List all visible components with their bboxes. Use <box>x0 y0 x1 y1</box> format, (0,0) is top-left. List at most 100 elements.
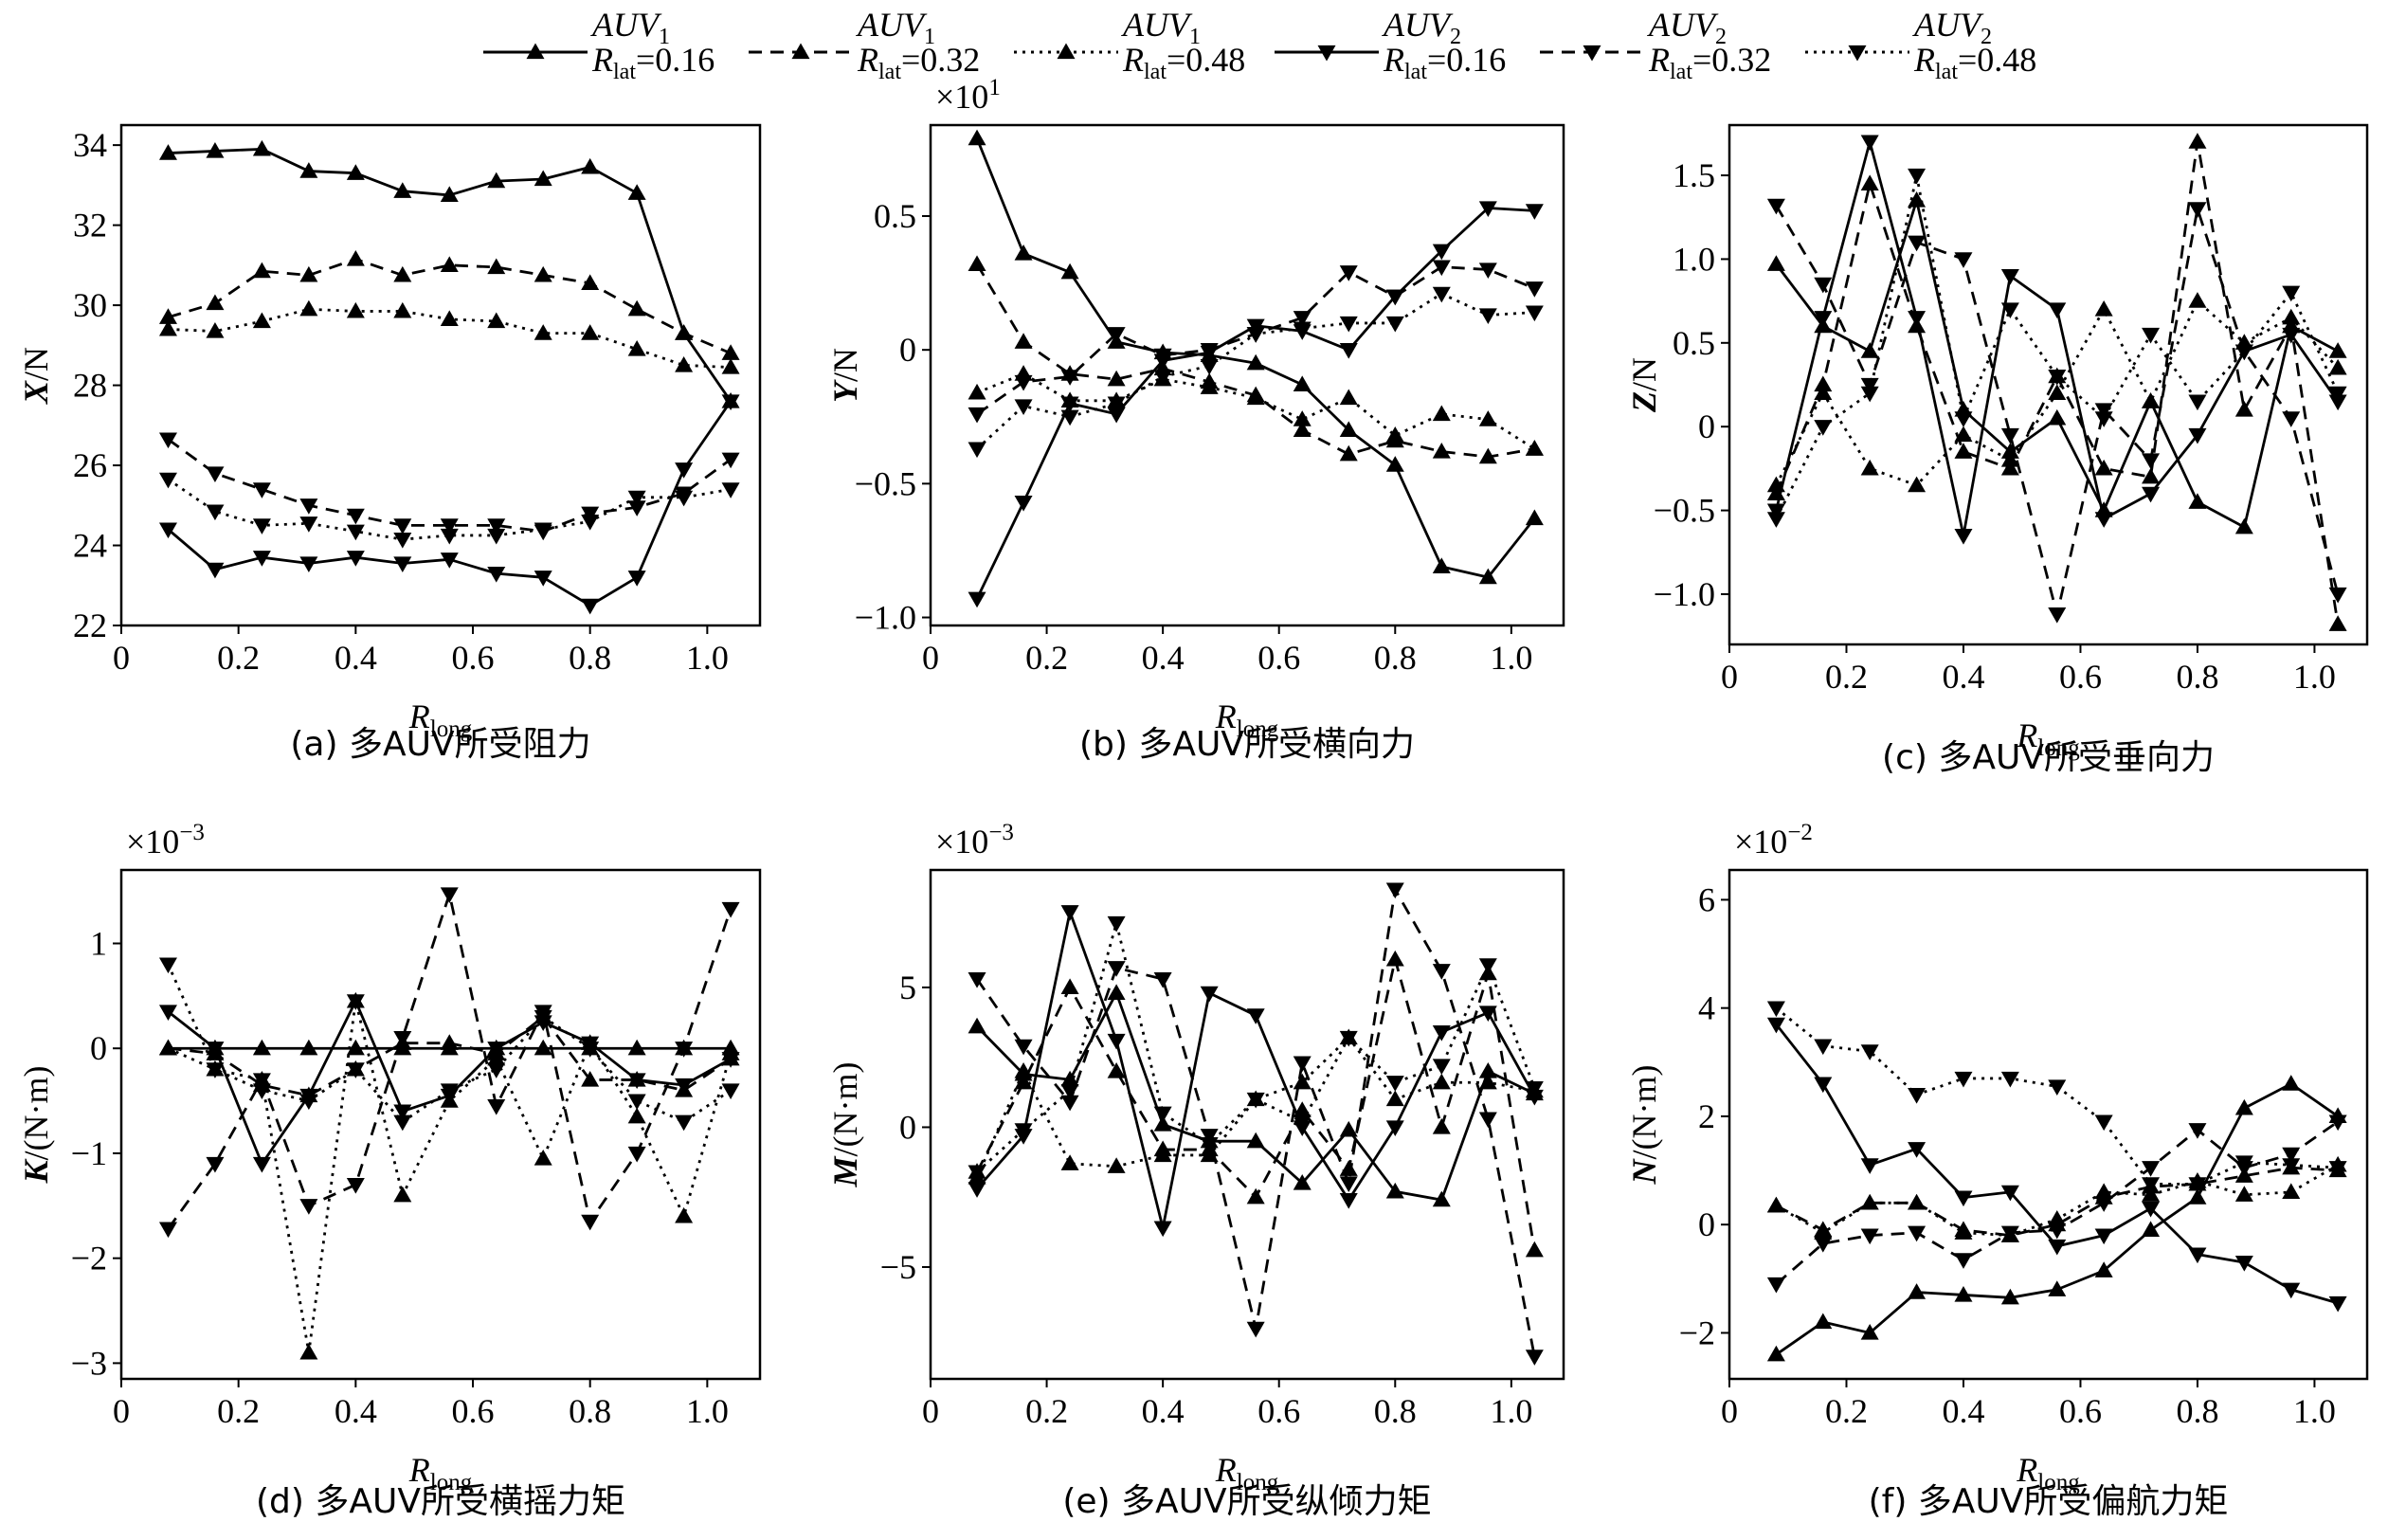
legend-rlat-label: Rlat=0.32 <box>857 41 980 84</box>
data-point-a1_48 <box>721 358 740 374</box>
series-line-a1_48 <box>976 372 1536 450</box>
data-point-a1_48 <box>2048 1209 2067 1226</box>
x-axis-symbol: R <box>1215 1451 1237 1489</box>
data-point-a2_48 <box>1860 1044 1879 1060</box>
data-point-a2_32 <box>1339 1176 1358 1192</box>
y-tick-label: 0 <box>899 1108 916 1146</box>
y-tick-label: 34 <box>73 126 107 164</box>
chart-panels: 0 0.2 0.4 0.6 0.8 1.022242628303234X/NRlong(a… <box>17 75 2369 1521</box>
data-point-a2_32 <box>1478 1112 1497 1129</box>
y-axis-symbol: M <box>826 1154 864 1187</box>
axis-exponent: ×10−2 <box>1734 820 1813 861</box>
data-point-a1_16 <box>1385 1182 1404 1199</box>
legend-auv-sub: 1 <box>1189 25 1201 49</box>
data-point-a2_32 <box>393 1031 412 1047</box>
y-axis-label: Y/N <box>826 348 864 403</box>
legend-auv-sub: 2 <box>1715 25 1727 49</box>
data-point-a1_32 <box>1014 333 1033 349</box>
y-axis-label: K/(N·m) <box>17 1066 55 1185</box>
y-tick-label: 1 <box>90 925 107 963</box>
x-axis-label: Rlong <box>2016 1451 2080 1495</box>
data-point-a2_16 <box>1107 1033 1126 1050</box>
x-axis-sub: long <box>2037 735 2080 761</box>
legend-auv-label: AUV1 <box>856 6 935 49</box>
data-point-a2_48 <box>2188 1177 2207 1193</box>
data-point-a1_16 <box>1246 353 1265 371</box>
legend-auv-sub: 2 <box>1450 25 1461 49</box>
data-point-a1_16 <box>487 172 506 189</box>
data-point-a1_48 <box>1860 1193 1879 1210</box>
data-point-a2_48 <box>721 1083 740 1100</box>
legend-auv-label: AUV1 <box>1121 6 1201 49</box>
data-point-a1_32 <box>581 1070 600 1087</box>
data-point-a1_48 <box>1293 410 1312 426</box>
data-point-a1_32 <box>487 258 506 275</box>
series-a1_16 <box>158 139 740 408</box>
legend-rlat: R <box>1122 41 1144 79</box>
data-point-a1_48 <box>393 301 412 318</box>
series-a2_16 <box>1766 1017 2347 1313</box>
legend-rlat: R <box>1648 41 1670 79</box>
data-point-a2_32 <box>440 887 459 903</box>
axis-exponent: ×10−3 <box>126 820 205 861</box>
data-point-a2_48 <box>1525 305 1544 322</box>
data-point-a2_48 <box>1293 1114 1312 1132</box>
data-point-a1_16 <box>346 164 365 180</box>
data-point-a2_16 <box>1478 201 1497 218</box>
data-point-a2_48 <box>2188 394 2207 411</box>
data-point-a2_16 <box>2000 1185 2019 1202</box>
data-point-a2_48 <box>1153 370 1172 386</box>
data-point-a2_48 <box>1766 512 1785 528</box>
data-point-a2_16 <box>2282 327 2301 344</box>
data-point-a1_16 <box>534 1039 552 1056</box>
legend-auv: AUV <box>590 6 662 44</box>
x-axis-label: Rlong <box>408 698 473 742</box>
data-point-a2_16 <box>675 462 694 479</box>
data-point-a2_48 <box>1766 1001 1785 1018</box>
data-point-a1_48 <box>1908 1193 1927 1210</box>
data-point-a2_48 <box>1385 1076 1404 1092</box>
data-point-a2_32 <box>1766 1277 1785 1294</box>
y-tick-label: −0.5 <box>1654 492 1715 530</box>
data-point-a1_48 <box>252 312 271 329</box>
data-point-a2_48 <box>2328 386 2347 403</box>
data-point-a2_32 <box>2188 202 2207 218</box>
data-point-a2_48 <box>158 472 177 489</box>
panel-caption: (e) 多AUV所受纵倾力矩 <box>1062 1482 1431 1521</box>
series-a1_32 <box>158 250 740 360</box>
data-point-a1_32 <box>2188 133 2207 149</box>
y-tick-label: 0 <box>1698 408 1715 445</box>
panel-caption: (b) 多AUV所受横向力 <box>1079 725 1415 764</box>
data-point-a2_32 <box>1293 311 1312 327</box>
data-point-a1_16 <box>968 129 986 146</box>
series-a2_32 <box>158 432 740 541</box>
data-point-a2_32 <box>627 500 646 516</box>
data-point-a2_32 <box>393 518 412 534</box>
data-point-a1_16 <box>1339 1120 1358 1137</box>
data-point-a2_48 <box>2234 344 2253 361</box>
data-point-a1_48 <box>1478 1073 1497 1090</box>
x-tick-label: 0.2 <box>217 1392 260 1430</box>
data-point-a2_32 <box>968 971 986 988</box>
data-point-a2_48 <box>1153 1106 1172 1123</box>
x-tick-label: 0.2 <box>1825 1392 1868 1430</box>
data-point-a1_16 <box>1432 1190 1451 1207</box>
data-point-a2_32 <box>1525 281 1544 298</box>
x-axis-symbol: R <box>2016 1451 2037 1489</box>
x-tick-label: 0.8 <box>1374 639 1417 677</box>
x-tick-label: 0.2 <box>1825 658 1868 696</box>
data-point-a1_16 <box>252 139 271 156</box>
data-point-a2_16 <box>252 551 271 567</box>
data-point-a2_32 <box>1014 374 1033 391</box>
data-point-a1_48 <box>487 1049 506 1066</box>
plot-frame <box>929 123 1565 627</box>
x-tick-label: 0.8 <box>569 1392 611 1430</box>
data-point-a2_16 <box>1525 1089 1544 1106</box>
data-point-a1_16 <box>2000 443 2019 459</box>
x-tick-label: 0.6 <box>452 1392 495 1430</box>
data-point-a2_16 <box>1014 495 1033 512</box>
y-tick-label: −2 <box>71 1240 107 1277</box>
data-point-a1_48 <box>1478 410 1497 426</box>
data-point-a2_16 <box>2142 486 2161 503</box>
